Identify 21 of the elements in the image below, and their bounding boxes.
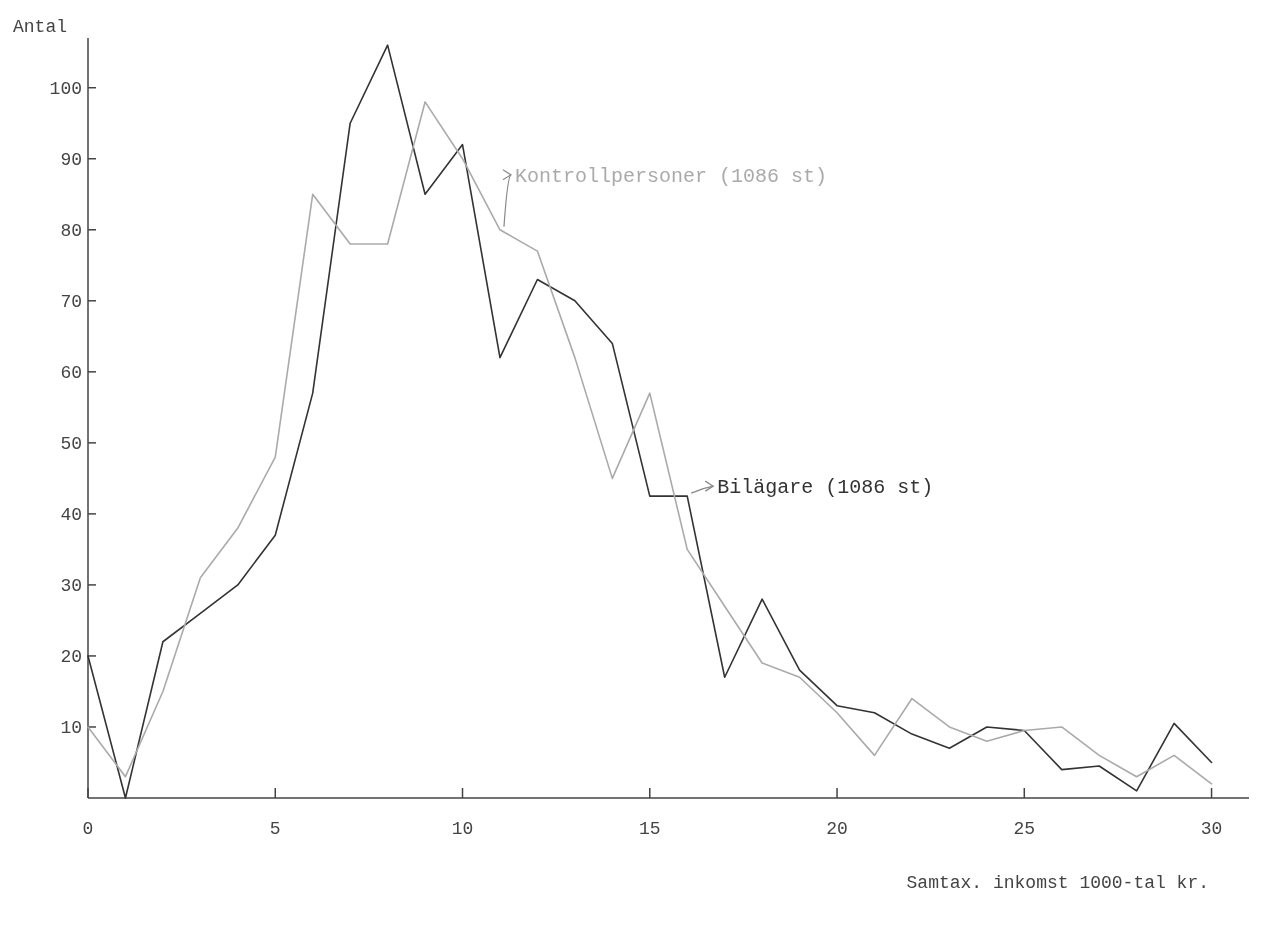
y-tick-label: 90 (60, 150, 82, 171)
series-label: Kontrollpersoner (1086 st) (514, 164, 828, 188)
y-tick-label: 80 (60, 221, 82, 242)
y-tick-label: 40 (60, 505, 82, 526)
y-tick-label: 100 (49, 79, 82, 100)
x-tick-label: 30 (1200, 819, 1223, 839)
x-tick-label: 20 (826, 819, 848, 839)
x-tick-label: 15 (638, 819, 661, 839)
x-tick-label: 5 (269, 819, 281, 839)
x-tick-label: 0 (82, 819, 94, 839)
y-tick-label: 70 (60, 292, 82, 313)
y-tick-label: 10 (60, 718, 82, 739)
y-tick-label: 20 (60, 647, 82, 668)
series-label: Bilägare (1086 st) (717, 476, 934, 500)
x-tick-label: 25 (1013, 819, 1036, 839)
x-axis-title: Samtax. inkomst 1000-tal kr. (906, 873, 1209, 893)
y-tick-label: 30 (60, 576, 82, 597)
y-axis-title: Antal (13, 17, 68, 37)
y-tick-label: 60 (60, 363, 82, 384)
x-tick-label: 10 (451, 819, 474, 839)
y-tick-label: 50 (60, 434, 82, 455)
